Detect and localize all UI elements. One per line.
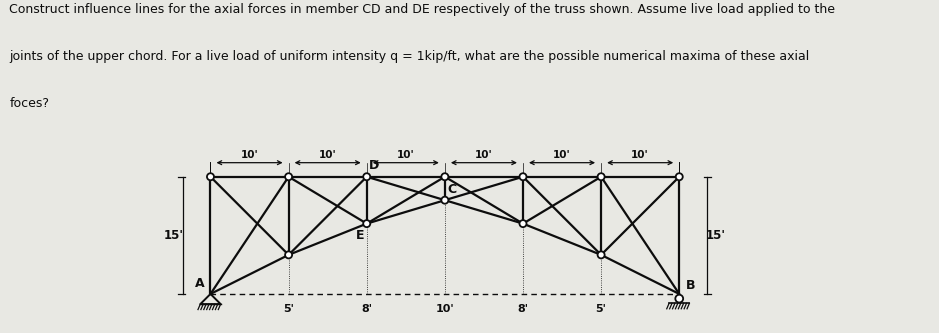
Text: E: E xyxy=(356,229,364,242)
Circle shape xyxy=(676,173,683,180)
Circle shape xyxy=(207,173,214,180)
Text: C: C xyxy=(447,183,456,196)
Circle shape xyxy=(285,173,292,180)
Circle shape xyxy=(597,251,605,258)
Circle shape xyxy=(519,173,527,180)
Circle shape xyxy=(285,251,292,258)
Text: joints of the upper chord. For a live load of uniform intensity q = 1kip/ft, wha: joints of the upper chord. For a live lo… xyxy=(9,50,809,63)
Circle shape xyxy=(441,197,449,204)
Text: 10': 10' xyxy=(631,150,649,160)
Text: 5': 5' xyxy=(284,304,294,314)
Text: 8': 8' xyxy=(362,304,372,314)
Text: 5': 5' xyxy=(595,304,607,314)
Text: 10': 10' xyxy=(240,150,258,160)
Text: 10': 10' xyxy=(553,150,571,160)
Text: 8': 8' xyxy=(517,304,529,314)
Text: B: B xyxy=(685,279,695,292)
Text: Construct influence lines for the axial forces in member CD and DE respectively : Construct influence lines for the axial … xyxy=(9,3,836,16)
Text: 10': 10' xyxy=(475,150,493,160)
Text: D: D xyxy=(369,159,379,172)
Text: foces?: foces? xyxy=(9,97,50,110)
Text: 10': 10' xyxy=(436,304,454,314)
Circle shape xyxy=(675,295,684,302)
Text: 15': 15' xyxy=(706,229,726,242)
Text: 10': 10' xyxy=(397,150,415,160)
Text: 15': 15' xyxy=(163,229,184,242)
Circle shape xyxy=(363,220,370,227)
Text: 10': 10' xyxy=(319,150,336,160)
Circle shape xyxy=(519,220,527,227)
Text: A: A xyxy=(194,277,204,290)
Circle shape xyxy=(363,173,370,180)
Circle shape xyxy=(441,173,449,180)
Circle shape xyxy=(597,173,605,180)
